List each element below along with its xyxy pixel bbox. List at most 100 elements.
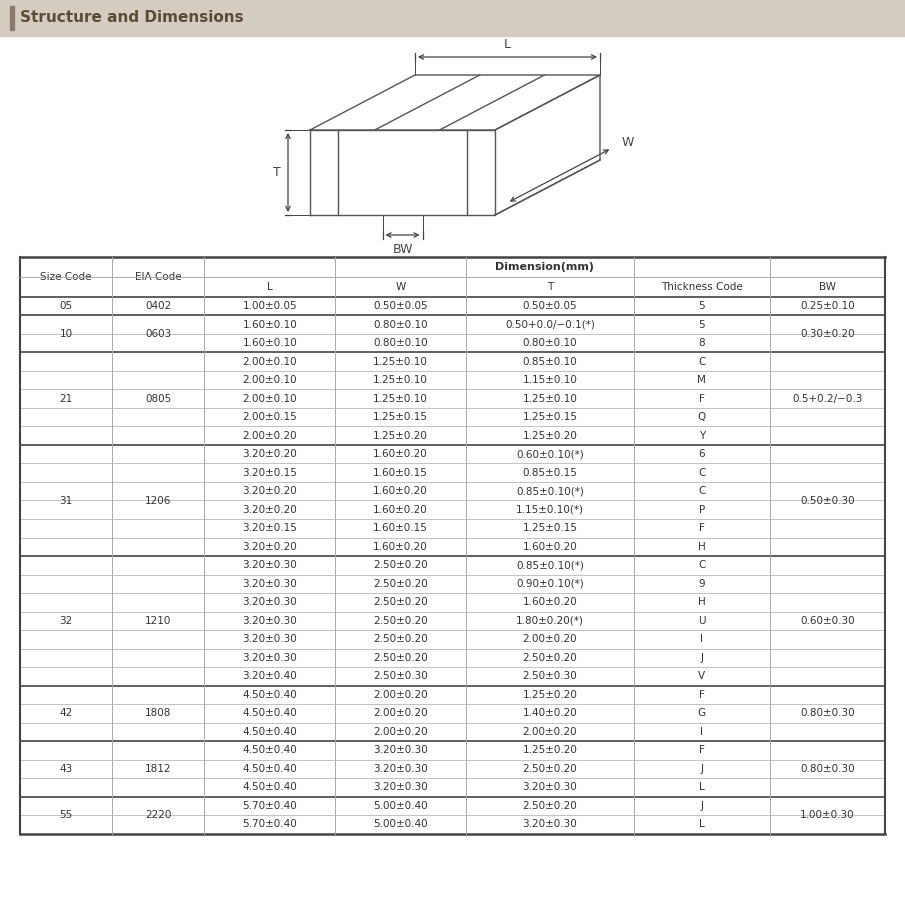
Text: 0.50±0.30: 0.50±0.30 bbox=[800, 496, 854, 506]
Text: 0.50±0.05: 0.50±0.05 bbox=[522, 301, 577, 311]
Text: 4.50±0.40: 4.50±0.40 bbox=[243, 782, 297, 792]
Text: 1.60±0.20: 1.60±0.20 bbox=[373, 542, 428, 552]
Text: 4.50±0.40: 4.50±0.40 bbox=[243, 764, 297, 774]
Text: C: C bbox=[698, 468, 705, 478]
Text: T: T bbox=[547, 282, 553, 292]
Text: Dimension(mm): Dimension(mm) bbox=[495, 262, 595, 272]
Text: 3.20±0.20: 3.20±0.20 bbox=[243, 486, 297, 496]
Text: 1.25±0.15: 1.25±0.15 bbox=[373, 413, 428, 423]
Text: 2.00±0.20: 2.00±0.20 bbox=[374, 690, 428, 700]
Text: 2.50±0.30: 2.50±0.30 bbox=[522, 672, 577, 681]
Text: C: C bbox=[698, 357, 705, 367]
Text: V: V bbox=[698, 672, 705, 681]
Text: 1.60±0.15: 1.60±0.15 bbox=[373, 468, 428, 478]
Text: 3.20±0.30: 3.20±0.30 bbox=[243, 615, 297, 625]
Text: BW: BW bbox=[392, 243, 413, 256]
Text: 1.25±0.20: 1.25±0.20 bbox=[522, 431, 577, 441]
Text: 3.20±0.20: 3.20±0.20 bbox=[243, 505, 297, 515]
Text: 0.80±0.30: 0.80±0.30 bbox=[800, 709, 854, 719]
Text: I: I bbox=[700, 727, 703, 737]
Text: 1.60±0.10: 1.60±0.10 bbox=[243, 338, 297, 348]
Text: 1.60±0.20: 1.60±0.20 bbox=[373, 486, 428, 496]
Text: 1.25±0.10: 1.25±0.10 bbox=[373, 394, 428, 404]
Text: W: W bbox=[395, 282, 405, 292]
Text: 9: 9 bbox=[699, 579, 705, 589]
Text: F: F bbox=[699, 394, 705, 404]
Text: 2.50±0.20: 2.50±0.20 bbox=[522, 653, 577, 662]
Text: BW: BW bbox=[819, 282, 836, 292]
Text: F: F bbox=[699, 745, 705, 756]
Text: U: U bbox=[698, 615, 706, 625]
Text: 1.80±0.20(*): 1.80±0.20(*) bbox=[516, 615, 584, 625]
Text: J: J bbox=[700, 764, 703, 774]
Text: 1.00±0.05: 1.00±0.05 bbox=[243, 301, 297, 311]
Text: 2.00±0.20: 2.00±0.20 bbox=[522, 634, 577, 644]
Text: 5.70±0.40: 5.70±0.40 bbox=[243, 801, 297, 811]
Text: EIA Code: EIA Code bbox=[135, 272, 182, 282]
Text: 2220: 2220 bbox=[145, 810, 171, 820]
Text: 5.00±0.40: 5.00±0.40 bbox=[374, 801, 428, 811]
Text: 3.20±0.30: 3.20±0.30 bbox=[522, 782, 577, 792]
Text: 10: 10 bbox=[60, 329, 72, 339]
Text: 0.80±0.10: 0.80±0.10 bbox=[374, 319, 428, 329]
Text: 3.20±0.30: 3.20±0.30 bbox=[373, 764, 428, 774]
Text: 2.50±0.20: 2.50±0.20 bbox=[373, 579, 428, 589]
Text: 0.60±0.10(*): 0.60±0.10(*) bbox=[516, 449, 584, 459]
Text: 3.20±0.15: 3.20±0.15 bbox=[243, 468, 297, 478]
Text: 0.85±0.10(*): 0.85±0.10(*) bbox=[516, 486, 584, 496]
Text: 4.50±0.40: 4.50±0.40 bbox=[243, 709, 297, 719]
Text: 1.60±0.20: 1.60±0.20 bbox=[373, 505, 428, 515]
Text: 1.00±0.30: 1.00±0.30 bbox=[800, 810, 854, 820]
Text: 1.60±0.20: 1.60±0.20 bbox=[373, 449, 428, 459]
Text: 2.50±0.20: 2.50±0.20 bbox=[373, 634, 428, 644]
Text: 0603: 0603 bbox=[145, 329, 171, 339]
Text: 0.50+0.0/−0.1(*): 0.50+0.0/−0.1(*) bbox=[505, 319, 595, 329]
Text: 0402: 0402 bbox=[145, 301, 171, 311]
Text: 2.50±0.20: 2.50±0.20 bbox=[522, 764, 577, 774]
Text: 1.60±0.15: 1.60±0.15 bbox=[373, 523, 428, 533]
Text: 3.20±0.30: 3.20±0.30 bbox=[243, 653, 297, 662]
Text: 55: 55 bbox=[60, 810, 72, 820]
Text: 3.20±0.30: 3.20±0.30 bbox=[243, 560, 297, 570]
Text: 2.50±0.20: 2.50±0.20 bbox=[522, 801, 577, 811]
Bar bbox=[0, 0, 905, 36]
Text: L: L bbox=[699, 819, 705, 829]
Text: 2.00±0.10: 2.00±0.10 bbox=[243, 357, 297, 367]
Text: 0.60±0.30: 0.60±0.30 bbox=[800, 615, 854, 625]
Text: 3.20±0.15: 3.20±0.15 bbox=[243, 523, 297, 533]
Text: 2.50±0.20: 2.50±0.20 bbox=[373, 560, 428, 570]
Text: 1.60±0.20: 1.60±0.20 bbox=[522, 542, 577, 552]
Text: F: F bbox=[699, 523, 705, 533]
Text: 0.85±0.10: 0.85±0.10 bbox=[522, 357, 577, 367]
Text: 1.25±0.10: 1.25±0.10 bbox=[373, 376, 428, 386]
Text: J: J bbox=[700, 653, 703, 662]
Text: 2.50±0.20: 2.50±0.20 bbox=[373, 597, 428, 607]
Text: 31: 31 bbox=[60, 496, 72, 506]
Text: L: L bbox=[504, 38, 511, 51]
Text: 4.50±0.40: 4.50±0.40 bbox=[243, 727, 297, 737]
Text: 1.25±0.20: 1.25±0.20 bbox=[522, 690, 577, 700]
Text: 3.20±0.30: 3.20±0.30 bbox=[373, 782, 428, 792]
Text: 1.15±0.10: 1.15±0.10 bbox=[522, 376, 577, 386]
Text: I: I bbox=[700, 634, 703, 644]
Text: 2.00±0.10: 2.00±0.10 bbox=[243, 376, 297, 386]
Text: 0.50±0.05: 0.50±0.05 bbox=[374, 301, 428, 311]
Text: 1.25±0.20: 1.25±0.20 bbox=[522, 745, 577, 756]
Text: 8: 8 bbox=[699, 338, 705, 348]
Text: W: W bbox=[622, 137, 634, 149]
Text: H: H bbox=[698, 542, 706, 552]
Text: 3.20±0.30: 3.20±0.30 bbox=[243, 579, 297, 589]
Text: 5: 5 bbox=[699, 319, 705, 329]
Text: 2.50±0.20: 2.50±0.20 bbox=[373, 653, 428, 662]
Text: L: L bbox=[699, 782, 705, 792]
Text: 2.00±0.15: 2.00±0.15 bbox=[243, 413, 297, 423]
Text: 1206: 1206 bbox=[145, 496, 171, 506]
Text: 0.85±0.15: 0.85±0.15 bbox=[522, 468, 577, 478]
Text: Y: Y bbox=[699, 431, 705, 441]
Text: 5: 5 bbox=[699, 301, 705, 311]
Text: 1.25±0.15: 1.25±0.15 bbox=[522, 523, 577, 533]
Text: 21: 21 bbox=[60, 394, 72, 404]
Text: C: C bbox=[698, 486, 705, 496]
Text: 2.50±0.20: 2.50±0.20 bbox=[373, 615, 428, 625]
Text: 1.25±0.10: 1.25±0.10 bbox=[373, 357, 428, 367]
